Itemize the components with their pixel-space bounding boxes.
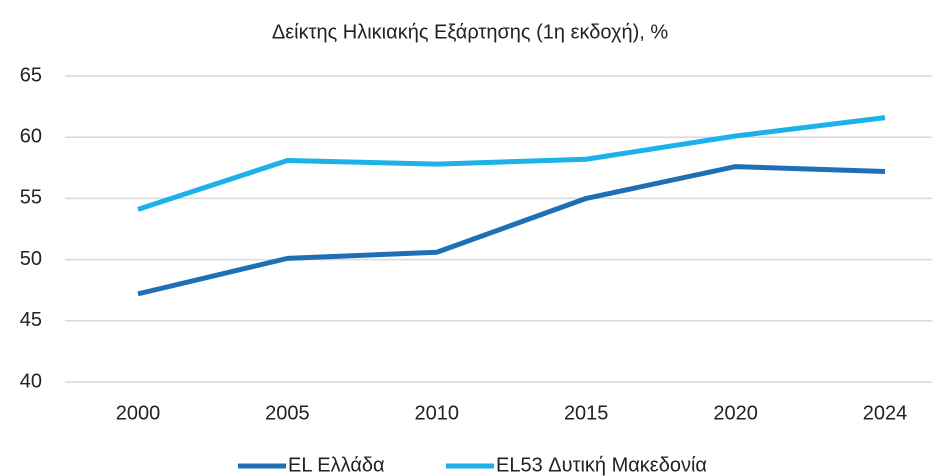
- chart-title: Δείκτης Ηλικιακής Εξάρτησης (1η εκδοχή),…: [272, 21, 668, 43]
- x-tick-label: 2005: [265, 402, 310, 424]
- x-tick-label: 2000: [116, 402, 161, 424]
- series-line: [137, 164, 886, 297]
- x-tick-label: 2020: [713, 402, 758, 424]
- x-tick-label: 2010: [415, 402, 460, 424]
- y-tick-label: 40: [20, 370, 42, 392]
- y-tick-label: 65: [20, 64, 42, 86]
- series-line: [137, 115, 886, 212]
- y-tick-label: 45: [20, 309, 42, 331]
- x-tick-label: 2024: [863, 402, 908, 424]
- legend-label: EL Ελλάδα: [288, 454, 385, 476]
- y-tick-label: 55: [20, 187, 42, 209]
- x-tick-label: 2015: [564, 402, 609, 424]
- legend-label: EL53 Δυτική Μακεδονία: [496, 454, 707, 476]
- y-tick-label: 50: [20, 248, 42, 270]
- y-tick-label: 60: [20, 125, 42, 147]
